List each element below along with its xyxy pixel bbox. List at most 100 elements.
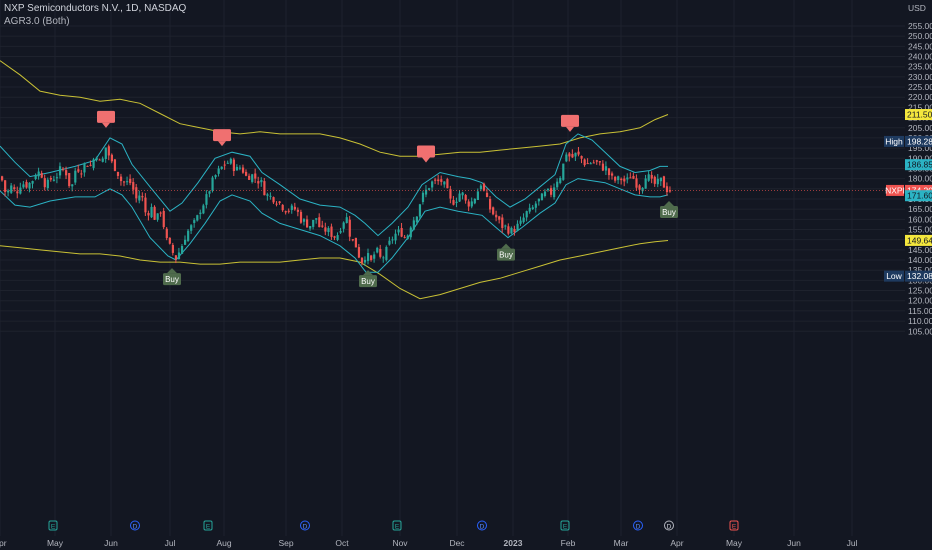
candle-body [62,168,65,170]
candle-body [638,185,641,190]
sell-signal-marker [417,145,435,163]
candle-body [290,205,293,210]
dividend-event-icon[interactable]: D [300,520,310,531]
earnings-event-icon[interactable]: E [392,520,402,531]
candle-body [43,178,46,188]
candle-body [406,235,409,239]
earnings-event-icon[interactable]: E [203,520,213,531]
candle-body [665,186,669,193]
candle-body [168,237,171,244]
candle-body [516,223,519,231]
candle-body [80,173,83,175]
dividend-event-icon[interactable]: D [633,520,643,531]
candle-body [617,176,620,181]
envelope-upper-line [0,60,669,157]
candle-body [272,197,275,203]
candle-body [437,179,440,182]
candle-body [135,187,138,199]
candle-body [534,203,537,208]
candle-body [171,244,174,253]
candle-body [98,159,101,161]
buy-signal-label: Buy [499,251,513,260]
bollinger-upper-line [0,133,668,237]
candle-body [296,209,300,212]
candle-body [52,179,56,181]
candle-body [199,212,202,215]
candle-body [348,219,351,237]
candle-body [504,225,507,227]
envelope-bands [0,60,669,300]
y-tick-label: 235.00 [908,62,932,72]
x-tick-label: Mar [614,538,629,548]
candle-body [421,192,425,202]
price-axis[interactable]: 105.00110.00115.00120.00125.00130.00135.… [908,21,932,336]
candle-body [363,259,367,263]
candle-body [513,228,516,233]
x-tick-label: Dec [449,538,465,548]
candle-body [379,248,382,257]
svg-text:E: E [395,524,400,531]
y-tick-label: 240.00 [908,52,932,62]
price-tags: 211.50198.28High186.85174.20NXPI171.6014… [884,109,932,282]
dividend-event-icon[interactable]: D [664,520,674,531]
candle-body [248,175,251,180]
candle-body [449,189,452,199]
y-tick-label: 220.00 [908,92,932,102]
y-tick-label: 135.00 [908,265,932,275]
candle-body [485,192,489,197]
candle-body [309,225,312,229]
candle-body [16,191,19,194]
x-tick-label: Sep [278,538,293,548]
candle-body [510,227,513,234]
candle-body [614,176,617,181]
earnings-event-icon[interactable]: E [48,520,58,531]
candle-body [68,172,71,187]
candle-body [235,166,239,171]
candle-body [7,190,10,193]
candle-body [302,219,306,222]
candle-body [635,178,638,188]
candle-body [95,157,98,161]
svg-text:D: D [133,524,138,531]
candle-body [586,163,589,165]
candle-body [495,214,498,218]
candle-body [650,174,653,179]
candle-body [565,154,568,162]
dividend-event-icon[interactable]: D [477,520,487,531]
earnings-event-icon[interactable]: E [560,520,570,531]
candle-body [241,167,245,173]
candle-body [443,181,446,185]
svg-text:E: E [206,524,211,531]
candle-body [55,177,59,179]
candle-body [293,206,296,210]
candle-body [144,197,147,213]
candle-body [232,159,235,172]
time-axis[interactable]: Apr May Jun Jul Aug Sep Oct Nov Dec 2023 Feb Mar Apr… [0,538,858,548]
y-tick-label: 225.00 [908,82,932,92]
candle-body [360,257,364,263]
candle-body [540,193,544,201]
candle-body [266,194,269,196]
candle-body [537,198,540,202]
candle-body [656,178,659,185]
candle-body [263,181,266,196]
svg-text:D: D [303,524,308,531]
candle-body [229,158,232,164]
candle-body [464,195,467,201]
price-tag-value: 211.50 [907,110,932,120]
earnings-event-icon[interactable]: E [729,520,739,531]
candle-body [391,239,394,241]
candle-body [482,183,486,191]
candle-body [607,168,611,176]
candle-body [351,239,354,241]
x-tick-label: Jun [787,538,801,548]
x-tick-label: Feb [561,538,576,548]
buy-signal-label: Buy [662,208,676,217]
x-tick-label: 2023 [504,538,523,548]
x-tick-label: Oct [335,538,349,548]
price-tag: 171.60 [905,190,932,202]
dividend-event-icon[interactable]: D [130,520,140,531]
candle-body [623,178,626,182]
